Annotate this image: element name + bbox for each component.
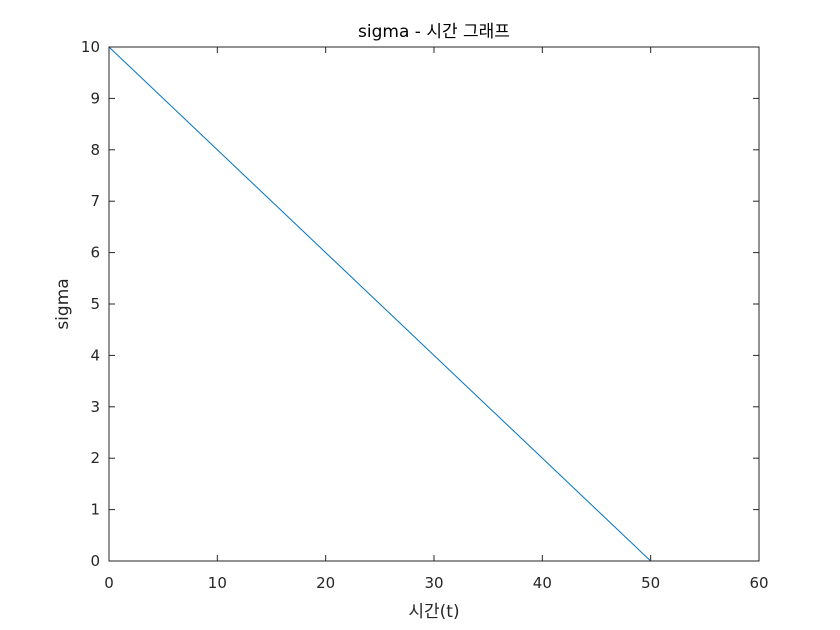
x-tick-label: 40 bbox=[533, 574, 552, 592]
y-tick-label: 8 bbox=[90, 141, 100, 159]
x-tick-label: 60 bbox=[749, 574, 768, 592]
y-tick-label: 4 bbox=[90, 346, 100, 364]
series-line bbox=[108, 46, 652, 562]
y-tick-label: 10 bbox=[81, 38, 100, 56]
x-tick-label: 10 bbox=[208, 574, 227, 592]
y-axis-label: sigma bbox=[53, 278, 73, 329]
y-tick-label: 2 bbox=[90, 449, 100, 467]
x-tick-label: 50 bbox=[641, 574, 660, 592]
x-tick-label: 20 bbox=[316, 574, 335, 592]
y-tick-label: 0 bbox=[90, 552, 100, 570]
y-tick-label: 3 bbox=[90, 398, 100, 416]
y-ticks: 0 1 2 3 4 5 6 7 8 9 10 bbox=[81, 38, 759, 570]
y-tick-label: 7 bbox=[90, 192, 100, 210]
x-tick-label: 0 bbox=[104, 574, 114, 592]
series-layer bbox=[108, 46, 652, 562]
x-axis-label: 시간(t) bbox=[408, 602, 459, 622]
x-tick-label: 30 bbox=[424, 574, 443, 592]
y-tick-label: 5 bbox=[90, 295, 100, 313]
plot-frame bbox=[108, 46, 760, 562]
y-tick-label: 6 bbox=[90, 244, 100, 262]
x-ticks: 0 10 20 30 40 50 60 bbox=[104, 47, 769, 592]
chart-title: sigma - 시간 그래프 bbox=[358, 22, 510, 42]
y-tick-label: 9 bbox=[90, 89, 100, 107]
y-tick-label: 1 bbox=[90, 501, 100, 519]
plot-area bbox=[109, 47, 759, 561]
